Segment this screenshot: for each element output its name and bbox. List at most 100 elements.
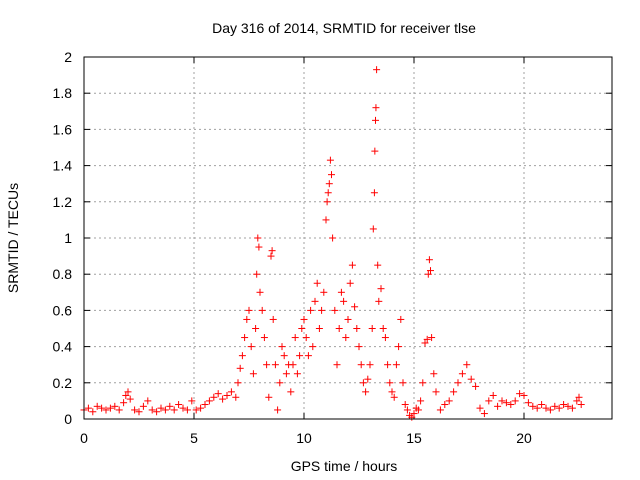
data-point — [348, 261, 356, 269]
data-point — [538, 401, 546, 409]
data-point — [175, 401, 183, 409]
data-point — [366, 361, 374, 369]
data-point — [115, 406, 123, 414]
data-point — [374, 261, 382, 269]
data-point — [432, 388, 440, 396]
data-point — [249, 370, 257, 378]
data-point — [256, 288, 264, 296]
data-point — [546, 406, 554, 414]
data-point — [436, 406, 444, 414]
data-point — [458, 370, 466, 378]
data-point — [122, 391, 130, 399]
y-tick-label: 0.4 — [53, 339, 73, 355]
data-point — [313, 279, 321, 287]
data-point — [498, 397, 506, 405]
data-point — [373, 66, 381, 74]
data-point — [170, 406, 178, 414]
data-point — [408, 413, 416, 421]
data-point — [342, 334, 350, 342]
data-point — [219, 395, 227, 403]
data-point — [375, 297, 383, 305]
data-point — [131, 406, 139, 414]
data-point — [425, 256, 433, 264]
data-point — [441, 401, 449, 409]
data-point — [89, 408, 97, 416]
data-point — [379, 325, 387, 332]
data-point — [269, 315, 277, 323]
data-point — [489, 391, 497, 399]
data-point — [247, 343, 255, 351]
data-point — [450, 388, 458, 396]
data-point — [388, 388, 396, 396]
data-point — [427, 267, 434, 275]
data-point — [326, 156, 334, 164]
data-point — [386, 379, 394, 387]
data-point — [98, 404, 106, 412]
data-point — [241, 334, 249, 342]
data-point — [551, 402, 559, 410]
data-point — [573, 397, 581, 405]
x-tick-label: 15 — [406, 430, 422, 446]
data-point — [287, 388, 295, 396]
y-tick-label: 1 — [64, 230, 72, 246]
data-point — [309, 343, 317, 351]
data-point — [377, 285, 385, 293]
data-point — [323, 198, 331, 206]
data-point — [381, 334, 389, 342]
data-point — [135, 408, 143, 416]
data-point — [322, 216, 330, 224]
data-point — [516, 390, 524, 398]
data-point — [139, 402, 147, 410]
data-point — [311, 297, 319, 305]
data-point — [480, 410, 488, 418]
data-point — [106, 404, 114, 412]
y-tick-label: 1.4 — [53, 158, 73, 174]
data-point — [293, 370, 301, 378]
data-point — [390, 393, 398, 401]
data-point — [280, 352, 288, 360]
data-point — [260, 334, 268, 342]
data-point — [351, 303, 359, 311]
data-point — [384, 361, 392, 369]
data-point — [188, 397, 196, 405]
data-point — [331, 306, 339, 314]
data-point — [445, 397, 453, 405]
data-point — [197, 404, 205, 412]
data-points — [80, 66, 585, 421]
data-point — [424, 270, 432, 278]
data-point — [328, 171, 335, 179]
data-point — [369, 225, 377, 233]
data-point — [392, 361, 400, 369]
data-point — [214, 390, 222, 398]
y-tick-label: 1.8 — [53, 85, 73, 101]
data-point — [362, 388, 370, 396]
data-point — [417, 397, 425, 405]
x-tick-label: 10 — [296, 430, 312, 446]
data-point — [265, 393, 273, 401]
data-point — [252, 325, 260, 332]
data-point — [276, 379, 284, 387]
data-point — [346, 279, 354, 287]
data-point — [324, 189, 332, 197]
data-point — [232, 393, 240, 401]
data-point — [410, 410, 418, 418]
axis-ticks: 0 5 10 15 20 0 0.2 0.4 0.6 0.8 1 1.2 1.4 1.6 1.8 2 — [53, 49, 612, 446]
data-point — [421, 339, 429, 347]
data-point — [419, 379, 427, 387]
data-point — [120, 399, 128, 407]
chart-title: Day 316 of 2014, SRMTID for receiver tls… — [212, 20, 476, 36]
data-point — [274, 406, 282, 414]
data-point — [568, 404, 576, 412]
data-point — [335, 325, 343, 332]
data-point — [296, 352, 304, 360]
x-axis-label: GPS time / hours — [291, 458, 398, 474]
grid — [84, 57, 612, 419]
data-point — [355, 343, 363, 351]
data-point — [542, 404, 550, 412]
y-tick-label: 0.8 — [53, 266, 73, 282]
data-point — [494, 402, 502, 410]
x-tick-label: 20 — [516, 430, 532, 446]
data-point — [555, 404, 563, 412]
data-point — [318, 306, 326, 314]
